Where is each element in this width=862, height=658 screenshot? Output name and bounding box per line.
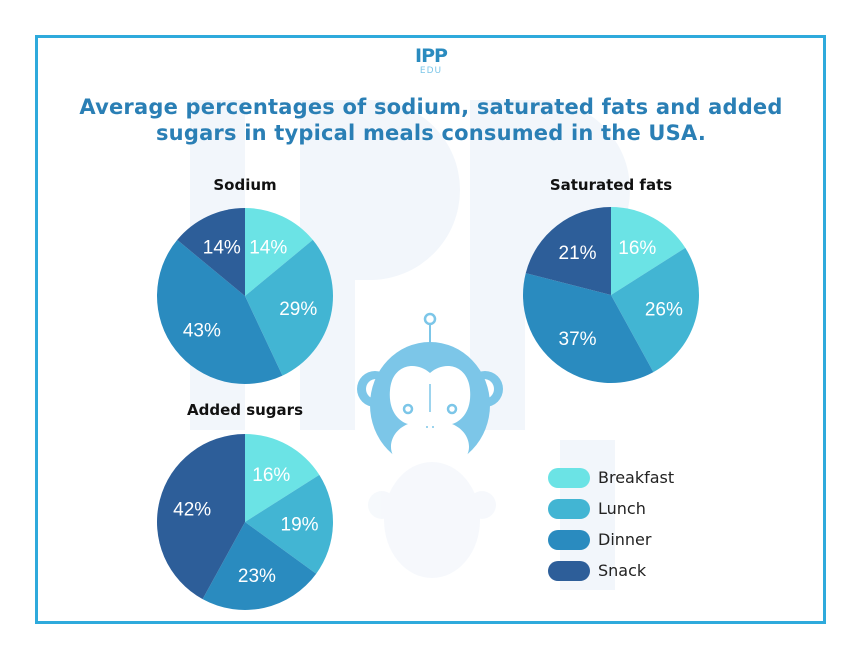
pie-data-label: 16% [618,238,656,259]
pie-title-saturated-fats: Saturated fats [549,176,673,194]
legend-label: Dinner [598,530,652,549]
pie-data-label: 19% [281,515,319,536]
legend-item-lunch: Lunch [548,493,674,524]
watermark-stroke [300,100,460,430]
watermark-mascot [368,462,496,578]
pie-slice-lunch [245,474,333,574]
pie-slice-dinner [523,273,654,383]
pie-title-sodium: Sodium [213,176,277,194]
legend-swatch [548,529,590,550]
pie-data-label: 16% [252,465,290,486]
pie-slice-dinner [157,239,283,385]
legend-label: Lunch [598,499,646,518]
ipp-logo: IPP [415,45,448,67]
pie-data-label: 23% [238,566,276,587]
pie-data-label: 37% [559,329,597,350]
legend: Breakfast Lunch Dinner Snack [548,462,674,586]
pie-slice-breakfast [245,434,320,522]
pie-sodium: 14% 29% 43% 14% [157,208,333,385]
legend-item-snack: Snack [548,555,674,586]
pie-slice-breakfast [245,208,313,296]
pie-slice-snack [157,434,245,600]
pie-slice-lunch [611,247,700,373]
legend-label: Breakfast [598,468,675,487]
pie-data-label: 43% [183,320,221,341]
legend-swatch [548,498,590,519]
legend-item-breakfast: Breakfast [548,462,674,493]
pie-data-label: 14% [249,238,287,259]
pie-slice-dinner [202,522,317,610]
edu-logo-subtext: EDU [419,66,443,76]
pie-title-added-sugars: Added sugars [186,401,303,419]
legend-label: Snack [598,561,647,580]
pie-saturated-fats: 16% 26% 37% 21% [523,207,700,383]
chart-title-line-2: sugars in typical meals consumed in the … [155,121,706,145]
pie-slice-snack [177,208,245,296]
pie-charts: 14% 29% 43% 14% 16% 26% 37% 21% 16% 19% 23% 42% [157,207,700,610]
pie-data-label: 26% [645,300,683,321]
monkey-mascot-icon [357,312,503,470]
pie-slice-lunch [245,239,333,376]
chart-title-line-1: Average percentages of sodium, saturated… [79,95,783,119]
pie-data-label: 42% [173,499,211,520]
pie-data-label: 14% [203,238,241,259]
legend-swatch [548,467,590,488]
pie-slice-breakfast [611,207,686,295]
pie-slice-snack [525,207,611,295]
pie-data-label: 21% [559,243,597,264]
legend-item-dinner: Dinner [548,524,674,555]
pie-added-sugars: 16% 19% 23% 42% [157,434,333,610]
pie-data-label: 29% [279,299,317,320]
legend-swatch [548,560,590,581]
